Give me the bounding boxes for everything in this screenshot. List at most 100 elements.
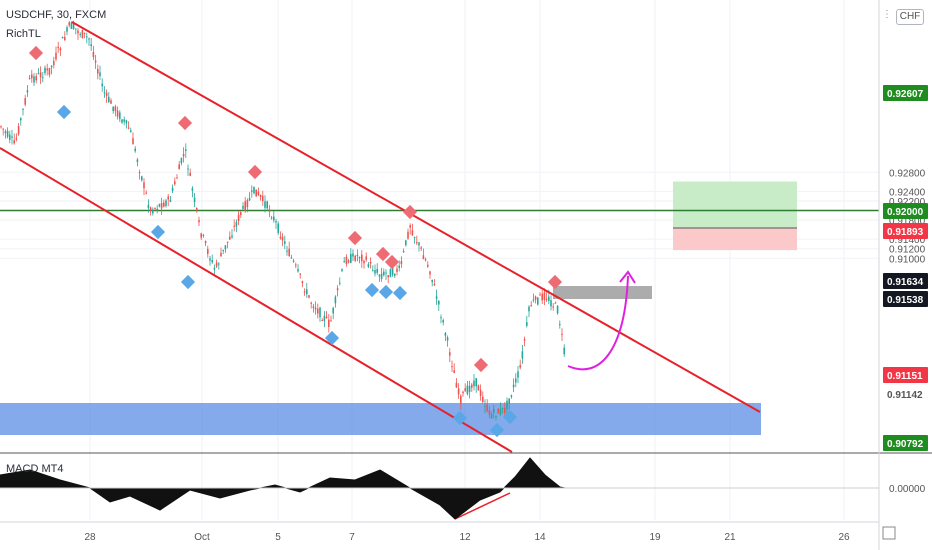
candle-body: [391, 267, 394, 275]
candle-body: [541, 293, 543, 301]
candle-body: [11, 136, 13, 138]
candle-body: [339, 282, 341, 284]
candle-body: [246, 200, 249, 208]
candle-body: [383, 271, 385, 276]
candle-body: [420, 247, 422, 249]
macd-label[interactable]: MACD MT4: [6, 463, 64, 475]
candle-body: [539, 294, 541, 296]
candle-body: [213, 267, 216, 270]
high-marker-icon: [384, 254, 400, 270]
candle-body: [44, 67, 46, 74]
candle-body: [334, 296, 337, 304]
candle-body: [15, 138, 18, 140]
candle-body: [501, 407, 504, 409]
candle-body: [50, 65, 53, 68]
price-badge-label: 0.91893: [887, 227, 924, 238]
candle-body: [314, 307, 317, 310]
candle-body: [475, 378, 477, 387]
candle-body: [493, 408, 495, 413]
candle-body: [455, 382, 458, 388]
candle-body: [187, 168, 189, 170]
candle-body: [33, 76, 35, 83]
candle-body: [561, 333, 563, 335]
candle-body: [209, 258, 211, 261]
candles: [0, 20, 565, 421]
candle-body: [543, 292, 546, 300]
low-marker-icon: [378, 284, 394, 300]
resistance-box: [553, 286, 652, 299]
candle-body: [332, 307, 334, 314]
time-tick-label: 21: [724, 532, 736, 543]
candle-body: [367, 264, 370, 268]
candle-body: [88, 38, 90, 40]
candle-body: [141, 176, 143, 181]
candle-body: [46, 68, 48, 71]
candle-body: [59, 48, 62, 51]
candle-body: [418, 242, 420, 246]
candle-body: [545, 298, 548, 301]
candle-body: [202, 234, 205, 236]
candle-body: [462, 391, 464, 394]
candle-body: [440, 317, 442, 319]
projection-arrow: [567, 275, 629, 371]
candle-body: [112, 106, 114, 112]
candle-body: [374, 270, 376, 274]
scale-menu-icon[interactable]: ⋮: [882, 9, 892, 20]
candle-body: [295, 264, 297, 266]
time-tick-label: 7: [349, 532, 355, 543]
candle-body: [288, 248, 290, 257]
candle-body: [231, 235, 233, 238]
candle-body: [556, 305, 559, 314]
candle-body: [2, 128, 4, 130]
indicator-label[interactable]: RichTL: [6, 28, 41, 40]
candle-body: [361, 254, 363, 262]
candle-body: [444, 332, 447, 336]
candle-body: [512, 384, 515, 388]
price-tick-label: 0.92800: [889, 168, 926, 179]
candle-body: [519, 365, 521, 368]
candle-body: [398, 265, 400, 268]
candle-body: [400, 261, 403, 265]
candle-body: [255, 189, 257, 197]
candle-body: [114, 106, 117, 112]
candle-body: [185, 149, 187, 151]
low-marker-icon: [150, 224, 166, 240]
candle-body: [9, 134, 11, 140]
candle-body: [28, 78, 31, 80]
candle-body: [495, 416, 497, 418]
projection-arrow-head-icon: [619, 270, 636, 284]
candle-body: [35, 76, 37, 81]
candle-body: [215, 262, 218, 267]
candle-body: [37, 73, 40, 75]
price-badge-label: 0.90792: [887, 439, 924, 450]
candle-body: [79, 34, 81, 36]
low-marker-icon: [364, 282, 380, 298]
target-zone: [673, 181, 797, 228]
candle-body: [171, 187, 174, 191]
candle-body: [312, 306, 315, 308]
candle-body: [484, 405, 486, 407]
candle-body: [286, 250, 288, 252]
candle-body: [301, 281, 304, 284]
candle-body: [182, 153, 185, 157]
candle-body: [559, 324, 561, 326]
candle-body: [97, 69, 99, 74]
candle-body: [248, 197, 251, 201]
candle-body: [411, 230, 414, 236]
candle-body: [424, 259, 427, 261]
candle-body: [297, 269, 299, 272]
currency-button[interactable]: CHF: [896, 9, 924, 25]
candle-body: [22, 108, 24, 110]
candle-body: [427, 264, 429, 267]
candle-body: [504, 407, 506, 414]
time-tick-label: Oct: [194, 532, 210, 543]
candle-body: [136, 159, 139, 162]
price-tick-label: 0.91400: [889, 235, 926, 246]
macd-tick-label: 0.00000: [889, 484, 926, 495]
symbol-title[interactable]: USDCHF, 30, FXCM: [6, 9, 107, 21]
candle-body: [127, 127, 130, 129]
candle-body: [356, 255, 359, 257]
stop-zone: [673, 227, 797, 251]
